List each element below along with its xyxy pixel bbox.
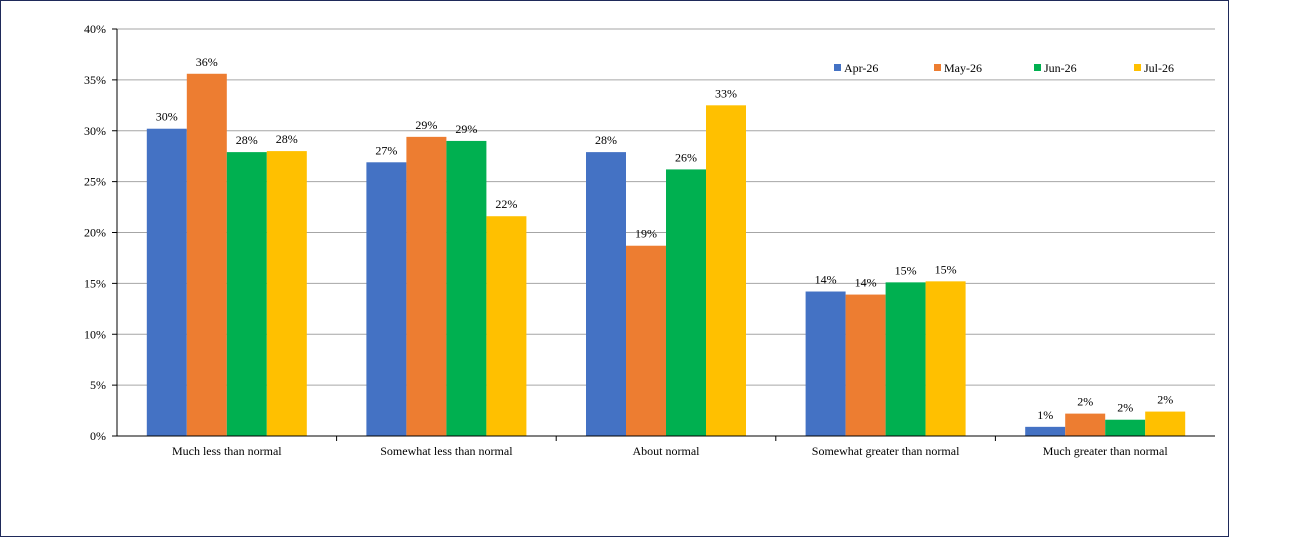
bar-Jul-26-0: [266, 151, 307, 436]
bar-Apr-26-1: [366, 162, 407, 437]
legend-label: Apr-26: [844, 61, 878, 75]
bar-May-26-3: [845, 294, 886, 436]
data-label: 33%: [715, 86, 737, 100]
data-label: 28%: [595, 133, 617, 147]
legend-label: Jun-26: [1044, 61, 1077, 75]
data-label: 28%: [276, 132, 298, 146]
x-tick-label: Much greater than normal: [1043, 444, 1169, 458]
y-tick-label: 30%: [84, 124, 106, 138]
data-label: 29%: [455, 122, 477, 136]
data-label: 14%: [855, 276, 877, 290]
y-tick-label: 20%: [84, 226, 106, 240]
x-tick-label: Somewhat less than normal: [380, 444, 513, 458]
data-label: 30%: [156, 110, 178, 124]
data-label: 36%: [196, 55, 218, 69]
data-label: 2%: [1117, 401, 1133, 415]
y-tick-label: 25%: [84, 175, 106, 189]
data-label: 2%: [1157, 393, 1173, 407]
bar-May-26-1: [406, 136, 447, 437]
bar-Jul-26-1: [486, 216, 527, 436]
data-label: 29%: [415, 118, 437, 132]
data-label: 2%: [1077, 395, 1093, 409]
bar-Apr-26-3: [805, 291, 846, 436]
data-label: 22%: [495, 197, 517, 211]
data-label: 27%: [375, 143, 397, 157]
bar-Jun-26-4: [1105, 419, 1146, 436]
legend-swatch-Jun-26: [1034, 64, 1041, 71]
x-tick-label: About normal: [633, 444, 701, 458]
legend: Apr-26 May-26 Jun-26 Jul-26: [834, 61, 1174, 75]
data-label: 15%: [895, 263, 917, 277]
legend-swatch-May-26: [934, 64, 941, 71]
bar-Jun-26-2: [666, 169, 706, 437]
chart-frame: 30% 36% 28% 28% 27% 29% 29% 22% 28% 19% 26% 33% 14% 1…: [0, 0, 1229, 537]
legend-swatch-Jul-26: [1134, 64, 1141, 71]
y-tick-label: 15%: [84, 276, 106, 290]
bars: [146, 73, 1186, 437]
bar-Jun-26-0: [226, 152, 267, 436]
y-tick-label: 35%: [84, 73, 106, 87]
bar-Jul-26-4: [1145, 411, 1186, 436]
bar-Jul-26-3: [925, 281, 966, 436]
bar-Apr-26-2: [586, 152, 626, 436]
data-label: 28%: [236, 133, 258, 147]
axes: 0% 5% 10% 15% 20% 25% 30% 35% 40% Much less than …: [84, 22, 1215, 458]
legend-label: Jul-26: [1144, 61, 1174, 75]
data-label: 15%: [935, 262, 957, 276]
bar-May-26-2: [626, 245, 666, 436]
data-label: 1%: [1037, 408, 1053, 422]
y-tick-label: 40%: [84, 22, 106, 36]
bar-Jun-26-1: [446, 140, 487, 437]
data-labels: 30% 36% 28% 28% 27% 29% 29% 22% 28% 19% 26% 33% 14% 1…: [156, 55, 1173, 422]
data-label: 19%: [635, 227, 657, 241]
legend-swatch-Apr-26: [834, 64, 841, 71]
y-tick-label: 10%: [84, 327, 106, 341]
legend-label: May-26: [944, 61, 982, 75]
x-tick-label: Much less than normal: [172, 444, 282, 458]
y-tick-label: 0%: [90, 429, 106, 443]
bar-chart: 30% 36% 28% 28% 27% 29% 29% 22% 28% 19% 26% 33% 14% 1…: [84, 22, 1215, 458]
bar-May-26-4: [1065, 413, 1106, 436]
bar-Jun-26-3: [885, 282, 926, 436]
bar-Apr-26-4: [1025, 426, 1066, 436]
data-label: 26%: [675, 150, 697, 164]
y-tick-label: 5%: [90, 378, 106, 392]
x-tick-label: Somewhat greater than normal: [812, 444, 960, 458]
bar-May-26-0: [186, 73, 227, 437]
bar-Apr-26-0: [146, 128, 187, 436]
bar-Jul-26-2: [706, 105, 746, 436]
data-label: 14%: [815, 273, 837, 287]
